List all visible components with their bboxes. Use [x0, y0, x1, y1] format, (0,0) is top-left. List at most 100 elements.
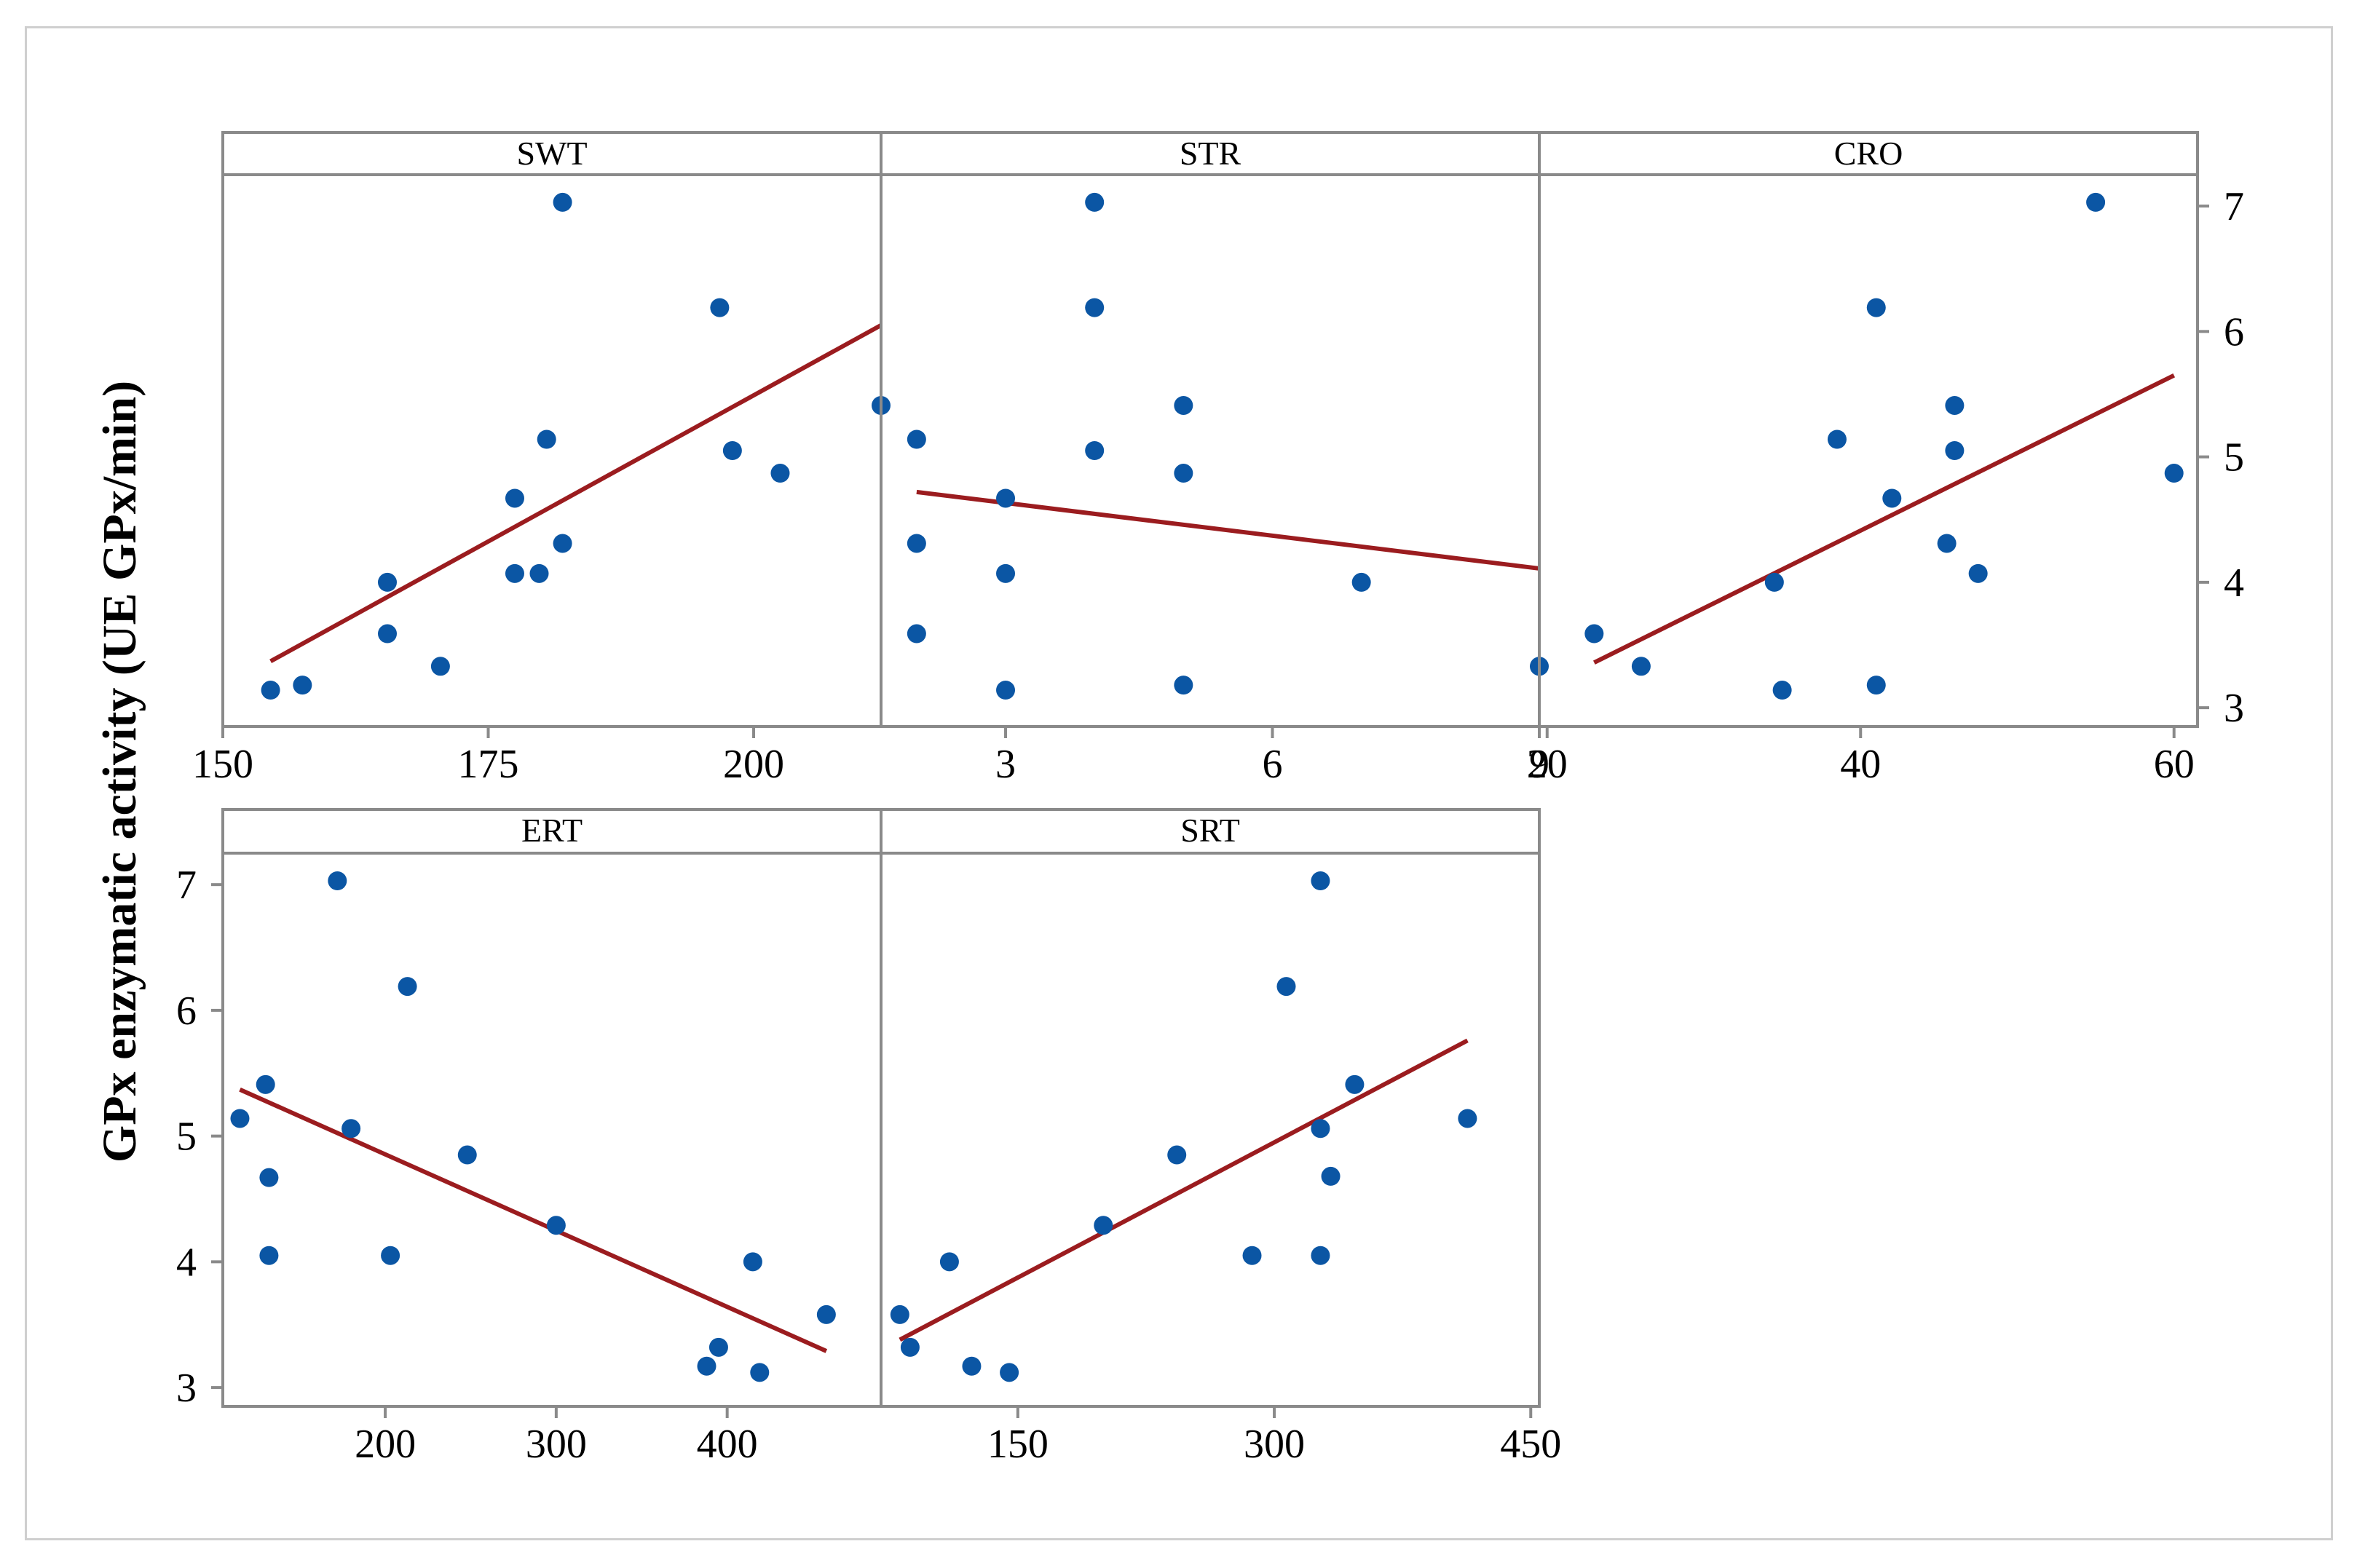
fit-line-str [916, 489, 1540, 571]
x-tick-label-srt-2: 450 [1500, 1422, 1561, 1467]
point-swt-11 [710, 298, 730, 317]
plot-frame-ert [221, 852, 883, 1408]
point-srt-4 [1000, 1363, 1019, 1382]
point-ert-9 [546, 1216, 566, 1235]
y-axis-title: GPx enzymatic activity (UE GPx/min) [93, 381, 146, 1163]
strip-label-str: STR [1180, 135, 1241, 172]
x-tick-label-cro-0: 20 [1527, 742, 1568, 787]
point-str-2 [907, 429, 926, 449]
strip-label-srt: SRT [1180, 812, 1240, 849]
point-ert-13 [750, 1363, 770, 1382]
point-cro-6 [1866, 676, 1886, 695]
x-tick-label-str-1: 6 [1263, 742, 1283, 787]
y-tick-label-ert-1: 4 [176, 1240, 197, 1285]
fit-line-cro [1593, 373, 2176, 665]
point-swt-5 [505, 488, 524, 508]
point-swt-8 [537, 429, 556, 449]
point-ert-10 [697, 1356, 716, 1376]
point-cro-12 [2086, 192, 2106, 212]
x-tick-label-srt-1: 300 [1244, 1422, 1305, 1467]
point-ert-8 [457, 1145, 477, 1165]
y-tick-label-cro-4: 7 [2224, 184, 2244, 229]
strip-label-swt: SWT [516, 135, 587, 172]
fit-line-swt [269, 323, 883, 664]
point-srt-6 [1167, 1145, 1187, 1165]
point-ert-7 [398, 977, 417, 997]
point-str-7 [1085, 298, 1105, 317]
x-tick-label-cro-1: 40 [1840, 742, 1881, 787]
y-tick-label-ert-4: 7 [176, 863, 197, 908]
x-tick-label-str-0: 3 [995, 742, 1016, 787]
point-srt-7 [1242, 1246, 1262, 1265]
x-tick-label-str-2: 9 [1529, 742, 1549, 787]
point-cro-9 [1945, 441, 1965, 460]
point-cro-13 [2164, 464, 2184, 483]
point-cro-1 [1631, 657, 1651, 676]
point-swt-6 [505, 563, 524, 583]
point-cro-2 [1764, 572, 1784, 592]
strip-srt [880, 808, 1541, 855]
point-swt-0 [261, 681, 280, 700]
point-swt-4 [430, 657, 450, 676]
point-swt-3 [378, 572, 397, 592]
point-ert-3 [259, 1246, 279, 1265]
point-str-9 [1174, 395, 1193, 415]
point-cro-4 [1772, 681, 1792, 700]
point-swt-13 [770, 464, 790, 483]
point-str-4 [996, 563, 1016, 583]
point-srt-5 [1094, 1216, 1113, 1235]
point-str-1 [907, 534, 926, 553]
point-ert-2 [259, 1168, 279, 1187]
point-swt-9 [553, 534, 572, 553]
y-tick-label-cro-1: 4 [2224, 561, 2244, 606]
point-str-6 [1085, 441, 1105, 460]
point-swt-2 [378, 624, 397, 644]
x-tick-label-ert-2: 400 [697, 1422, 758, 1467]
x-tick-label-srt-0: 150 [987, 1422, 1049, 1467]
point-ert-6 [381, 1246, 400, 1265]
point-srt-2 [939, 1252, 959, 1272]
point-cro-8 [1945, 395, 1965, 415]
point-str-10 [1174, 464, 1193, 483]
point-cro-7 [1882, 488, 1902, 508]
point-srt-14 [1458, 1109, 1477, 1128]
y-tick-label-cro-2: 5 [2224, 435, 2244, 480]
fit-line-srt [899, 1038, 1469, 1342]
point-str-3 [996, 681, 1016, 700]
point-swt-12 [722, 441, 742, 460]
point-str-8 [1085, 192, 1105, 212]
y-tick-label-ert-0: 3 [176, 1366, 197, 1411]
strip-label-cro: CRO [1834, 135, 1903, 172]
point-swt-10 [553, 192, 572, 212]
point-str-11 [1174, 676, 1193, 695]
point-ert-0 [230, 1109, 250, 1128]
point-cro-5 [1866, 298, 1886, 317]
point-srt-13 [1345, 1074, 1365, 1094]
plot-frame-str [880, 173, 1541, 728]
strip-label-ert: ERT [521, 812, 583, 849]
plot-frame-swt [221, 173, 883, 728]
point-str-0 [907, 624, 926, 644]
point-srt-12 [1321, 1166, 1341, 1186]
point-cro-11 [1968, 563, 1988, 583]
x-tick-label-swt-1: 175 [458, 742, 519, 787]
x-tick-label-swt-2: 200 [723, 742, 784, 787]
figure-frame [25, 26, 2333, 1540]
point-ert-14 [816, 1304, 836, 1324]
point-srt-10 [1311, 1119, 1330, 1139]
point-ert-4 [328, 871, 347, 890]
plot-frame-cro [1538, 173, 2199, 728]
point-srt-1 [900, 1337, 920, 1357]
y-tick-label-ert-2: 5 [176, 1114, 197, 1160]
point-srt-8 [1276, 977, 1296, 997]
x-tick-label-swt-0: 150 [192, 742, 253, 787]
point-ert-11 [708, 1337, 728, 1357]
point-cro-0 [1584, 624, 1604, 644]
fit-line-ert [239, 1087, 828, 1353]
x-tick-label-ert-1: 300 [526, 1422, 587, 1467]
y-tick-label-cro-0: 3 [2224, 686, 2244, 731]
point-str-5 [996, 488, 1016, 508]
point-swt-7 [529, 563, 549, 583]
point-ert-1 [256, 1074, 275, 1094]
